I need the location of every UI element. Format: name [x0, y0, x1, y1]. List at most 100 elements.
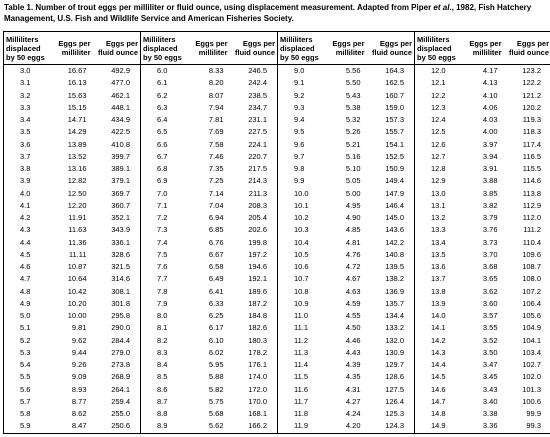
table-cell: 184.8 — [248, 311, 267, 321]
table-row: 4.9 10.20 301.8 7.9 6.33 187.2 10.9 4.59 135.7 13… — [4, 297, 550, 310]
table-cell: 5.00 — [345, 188, 361, 198]
table-cell: 192.1 — [248, 274, 267, 284]
table-cell: 11.9 — [277, 420, 322, 433]
table-cell: 399.7 — [111, 151, 130, 161]
table-row: 5.6 8.93 264.1 8.6 5.82 172.0 11.6 4.31 127.5 14.… — [4, 383, 550, 396]
table-cell: 8.0 — [140, 310, 185, 323]
table-cell: 7.14 — [208, 188, 224, 198]
table-cell: 4.3 — [20, 225, 31, 235]
table-cell: 5.2 — [20, 335, 31, 345]
table-cell: 8.1 — [140, 322, 185, 335]
table-cell: 3.45 — [482, 372, 498, 382]
table-cell: 3.94 — [482, 151, 498, 161]
table-cell: 10.2 — [277, 212, 322, 225]
table-row: 4.4 11.36 336.1 7.4 6.76 199.8 10.4 4.81 142.2 13… — [4, 236, 550, 249]
column-header: Milliliters displaced by 50 eggs — [140, 31, 185, 65]
table-cell: 130.9 — [385, 347, 404, 357]
table-cell: 160.7 — [385, 90, 404, 100]
table-cell: 14.29 — [67, 127, 87, 137]
table-cell: 448.1 — [111, 102, 130, 112]
table-cell: 14.5 — [414, 371, 459, 384]
table-cell: 7.8 — [140, 285, 185, 298]
table-cell: 3.40 — [482, 396, 498, 406]
table-cell: 114.6 — [522, 176, 541, 186]
table-cell: 7.5 — [140, 248, 185, 261]
table-cell: 8.8 — [140, 408, 185, 421]
table-cell: 12.9 — [414, 175, 459, 188]
table-row: 4.3 11.63 343.9 7.3 6.85 202.6 10.3 4.85 143.6 13… — [4, 224, 550, 237]
table-cell: 102.7 — [522, 360, 541, 370]
table-cell: 264.1 — [111, 384, 130, 394]
table-cell: 3.85 — [482, 188, 498, 198]
table-cell: 8.20 — [208, 78, 224, 88]
table-cell: 8.62 — [71, 409, 87, 419]
table-cell: 6.17 — [208, 323, 224, 333]
table-row: 5.7 8.77 259.4 8.7 5.75 170.0 11.7 4.27 126.4 14.… — [4, 395, 550, 408]
table-row: 3.7 13.52 399.7 6.7 7.46 220.7 9.7 5.16 152.5 12.… — [4, 150, 550, 163]
table-cell: 5.50 — [345, 78, 361, 88]
table-cell: 12.82 — [67, 176, 87, 186]
table-cell: 104.9 — [522, 323, 541, 333]
table-cell: 369.7 — [111, 188, 130, 198]
table-cell: 10.20 — [67, 298, 87, 308]
table-cell: 6.2 — [140, 89, 185, 102]
table-cell: 9.8 — [277, 163, 322, 176]
table-cell: 5.88 — [208, 372, 224, 382]
table-cell: 7.04 — [208, 200, 224, 210]
table-cell: 4.17 — [482, 66, 498, 76]
table-cell: 7.1 — [140, 199, 185, 212]
table-cell: 214.3 — [248, 176, 267, 186]
table-cell: 4.24 — [345, 409, 361, 419]
table-row: 5.0 10.00 295.8 8.0 6.25 184.8 11.0 4.55 134.4 14… — [4, 310, 550, 323]
table-cell: 8.3 — [140, 346, 185, 359]
table-cell: 15.63 — [67, 90, 87, 100]
table-cell: 138.2 — [385, 274, 404, 284]
table-cell: 117.4 — [522, 139, 541, 149]
table-cell: 104.1 — [522, 335, 541, 345]
table-cell: 7.2 — [140, 212, 185, 225]
table-cell: 328.6 — [111, 249, 130, 259]
table-row: 5.3 9.44 279.0 8.3 6.02 178.2 11.3 4.43 130.9 14.… — [4, 346, 550, 359]
table-cell: 5.43 — [345, 90, 361, 100]
table-row: 3.2 15.63 462.1 6.2 8.07 238.5 9.2 5.43 160.7 12.… — [4, 89, 550, 102]
table-cell: 149.4 — [385, 176, 404, 186]
table-cell: 7.58 — [208, 139, 224, 149]
table-cell: 3.62 — [482, 286, 498, 296]
table-cell: 227.5 — [248, 127, 267, 137]
table-cell: 336.1 — [111, 237, 130, 247]
table-cell: 115.5 — [522, 164, 541, 174]
table-cell: 14.71 — [67, 115, 87, 125]
table-cell: 3.5 — [20, 127, 31, 137]
table-cell: 7.4 — [140, 236, 185, 249]
title-text: Table 1. Number of trout eggs per millil… — [4, 3, 434, 12]
table-cell: 4.43 — [345, 347, 361, 357]
table-cell: 273.8 — [111, 360, 130, 370]
table-cell: 187.2 — [248, 298, 267, 308]
table-cell: 159.0 — [385, 102, 404, 112]
table-cell: 4.59 — [345, 298, 361, 308]
table-cell: 7.9 — [140, 297, 185, 310]
header-row: Milliliters displaced by 50 eggs Eggs per… — [3, 31, 550, 65]
table-cell: 3.65 — [482, 274, 498, 284]
table-cell: 5.95 — [208, 360, 224, 370]
table-cell: 4.7 — [20, 274, 31, 284]
table-cell: 6.3 — [140, 101, 185, 114]
table-cell: 279.0 — [111, 347, 130, 357]
table-cell: 343.9 — [111, 225, 130, 235]
column-header: Milliliters displaced by 50 eggs — [277, 31, 322, 65]
table-cell: 4.55 — [345, 311, 361, 321]
table-cell: 6.0 — [140, 64, 185, 78]
table-row: 4.7 10.64 314.6 7.7 6.49 192.1 10.7 4.67 138.2 13… — [4, 273, 550, 286]
table-cell: 9.9 — [277, 175, 322, 188]
table-cell: 111.2 — [523, 225, 541, 235]
table-cell: 9.2 — [277, 89, 322, 102]
table-cell: 3.38 — [482, 409, 498, 419]
table-cell: 182.6 — [248, 323, 267, 333]
table-cell: 108.7 — [522, 262, 541, 272]
table-cell: 5.68 — [208, 409, 224, 419]
table-cell: 410.8 — [111, 139, 130, 149]
table-cell: 14.6 — [414, 383, 459, 396]
table-cell: 157.3 — [385, 115, 404, 125]
table-cell: 14.8 — [414, 408, 459, 421]
table-cell: 152.5 — [385, 151, 404, 161]
